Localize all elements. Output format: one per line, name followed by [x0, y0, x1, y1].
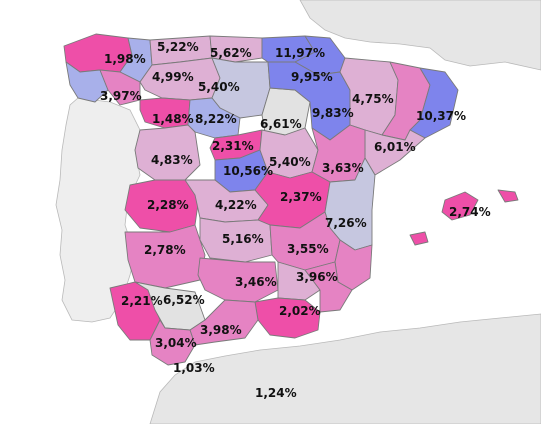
label-guadalajara: 5,40%	[269, 155, 311, 169]
label-cadiz: 3,04%	[155, 336, 197, 350]
province-cadiz	[149, 319, 196, 366]
label-segovia: 2,31%	[212, 139, 254, 153]
label-valladolid: 8,22%	[195, 112, 237, 126]
label-burgos: 5,40%	[198, 80, 240, 94]
label-melilla: 1,24%	[255, 386, 297, 400]
label-caceres: 2,28%	[147, 198, 189, 212]
label-leon: 4,99%	[152, 70, 194, 84]
label-asturias: 5,22%	[157, 40, 199, 54]
label-baleares: 2,74%	[449, 205, 491, 219]
province-burgos	[211, 57, 271, 119]
province-pontevedra	[65, 61, 109, 103]
label-ceuta: 1,03%	[173, 361, 215, 375]
france-land	[299, 0, 541, 71]
label-pontevedra: 3,97%	[100, 89, 142, 103]
label-ciudad-real: 5,16%	[222, 232, 264, 246]
province-malaga	[189, 299, 259, 346]
label-badajoz: 2,78%	[144, 243, 186, 257]
label-gipuzkoa: 9,95%	[291, 70, 333, 84]
island-menorca	[497, 189, 519, 203]
label-toledo: 4,22%	[215, 198, 257, 212]
label-girona: 10,37%	[416, 109, 466, 123]
province-granada	[254, 297, 321, 339]
province-murcia	[304, 261, 353, 313]
label-cordoba: 3,46%	[235, 275, 277, 289]
label-salamanca: 4,83%	[151, 153, 193, 167]
label-albacete: 3,55%	[287, 242, 329, 256]
label-teruel: 3,63%	[322, 161, 364, 175]
provinces	[63, 33, 519, 366]
africa-land	[149, 313, 541, 424]
label-valencia: 7,26%	[325, 216, 367, 230]
label-huesca: 4,75%	[352, 92, 394, 106]
value-labels: 1,98% 5,22% 5,62% 11,97% 9,95% 4,99% 5,4…	[100, 40, 491, 400]
province-cantabria	[209, 35, 263, 63]
province-salamanca	[134, 124, 201, 181]
label-bizkaia: 11,97%	[275, 46, 325, 60]
label-malaga: 3,98%	[200, 323, 242, 337]
label-granada: 2,02%	[279, 304, 321, 318]
label-navarra: 9,83%	[312, 106, 354, 120]
island-mallorca	[441, 191, 479, 221]
label-cuenca: 2,37%	[280, 190, 322, 204]
label-madrid: 10,56%	[223, 164, 273, 178]
island-ibiza	[409, 231, 429, 246]
label-sevilla: 6,52%	[163, 293, 205, 307]
label-cantabria: 5,62%	[210, 46, 252, 60]
label-zamora: 1,48%	[152, 112, 194, 126]
label-a-coruna: 1,98%	[104, 52, 146, 66]
label-tarragona: 6,01%	[374, 140, 416, 154]
label-soria: 6,61%	[260, 117, 302, 131]
label-murcia: 3,96%	[296, 270, 338, 284]
label-huelva: 2,21%	[121, 294, 163, 308]
